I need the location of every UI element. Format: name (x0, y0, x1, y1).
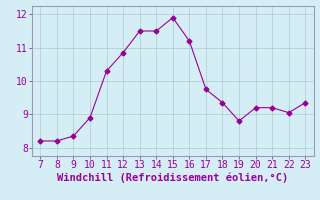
X-axis label: Windchill (Refroidissement éolien,°C): Windchill (Refroidissement éolien,°C) (57, 173, 288, 183)
